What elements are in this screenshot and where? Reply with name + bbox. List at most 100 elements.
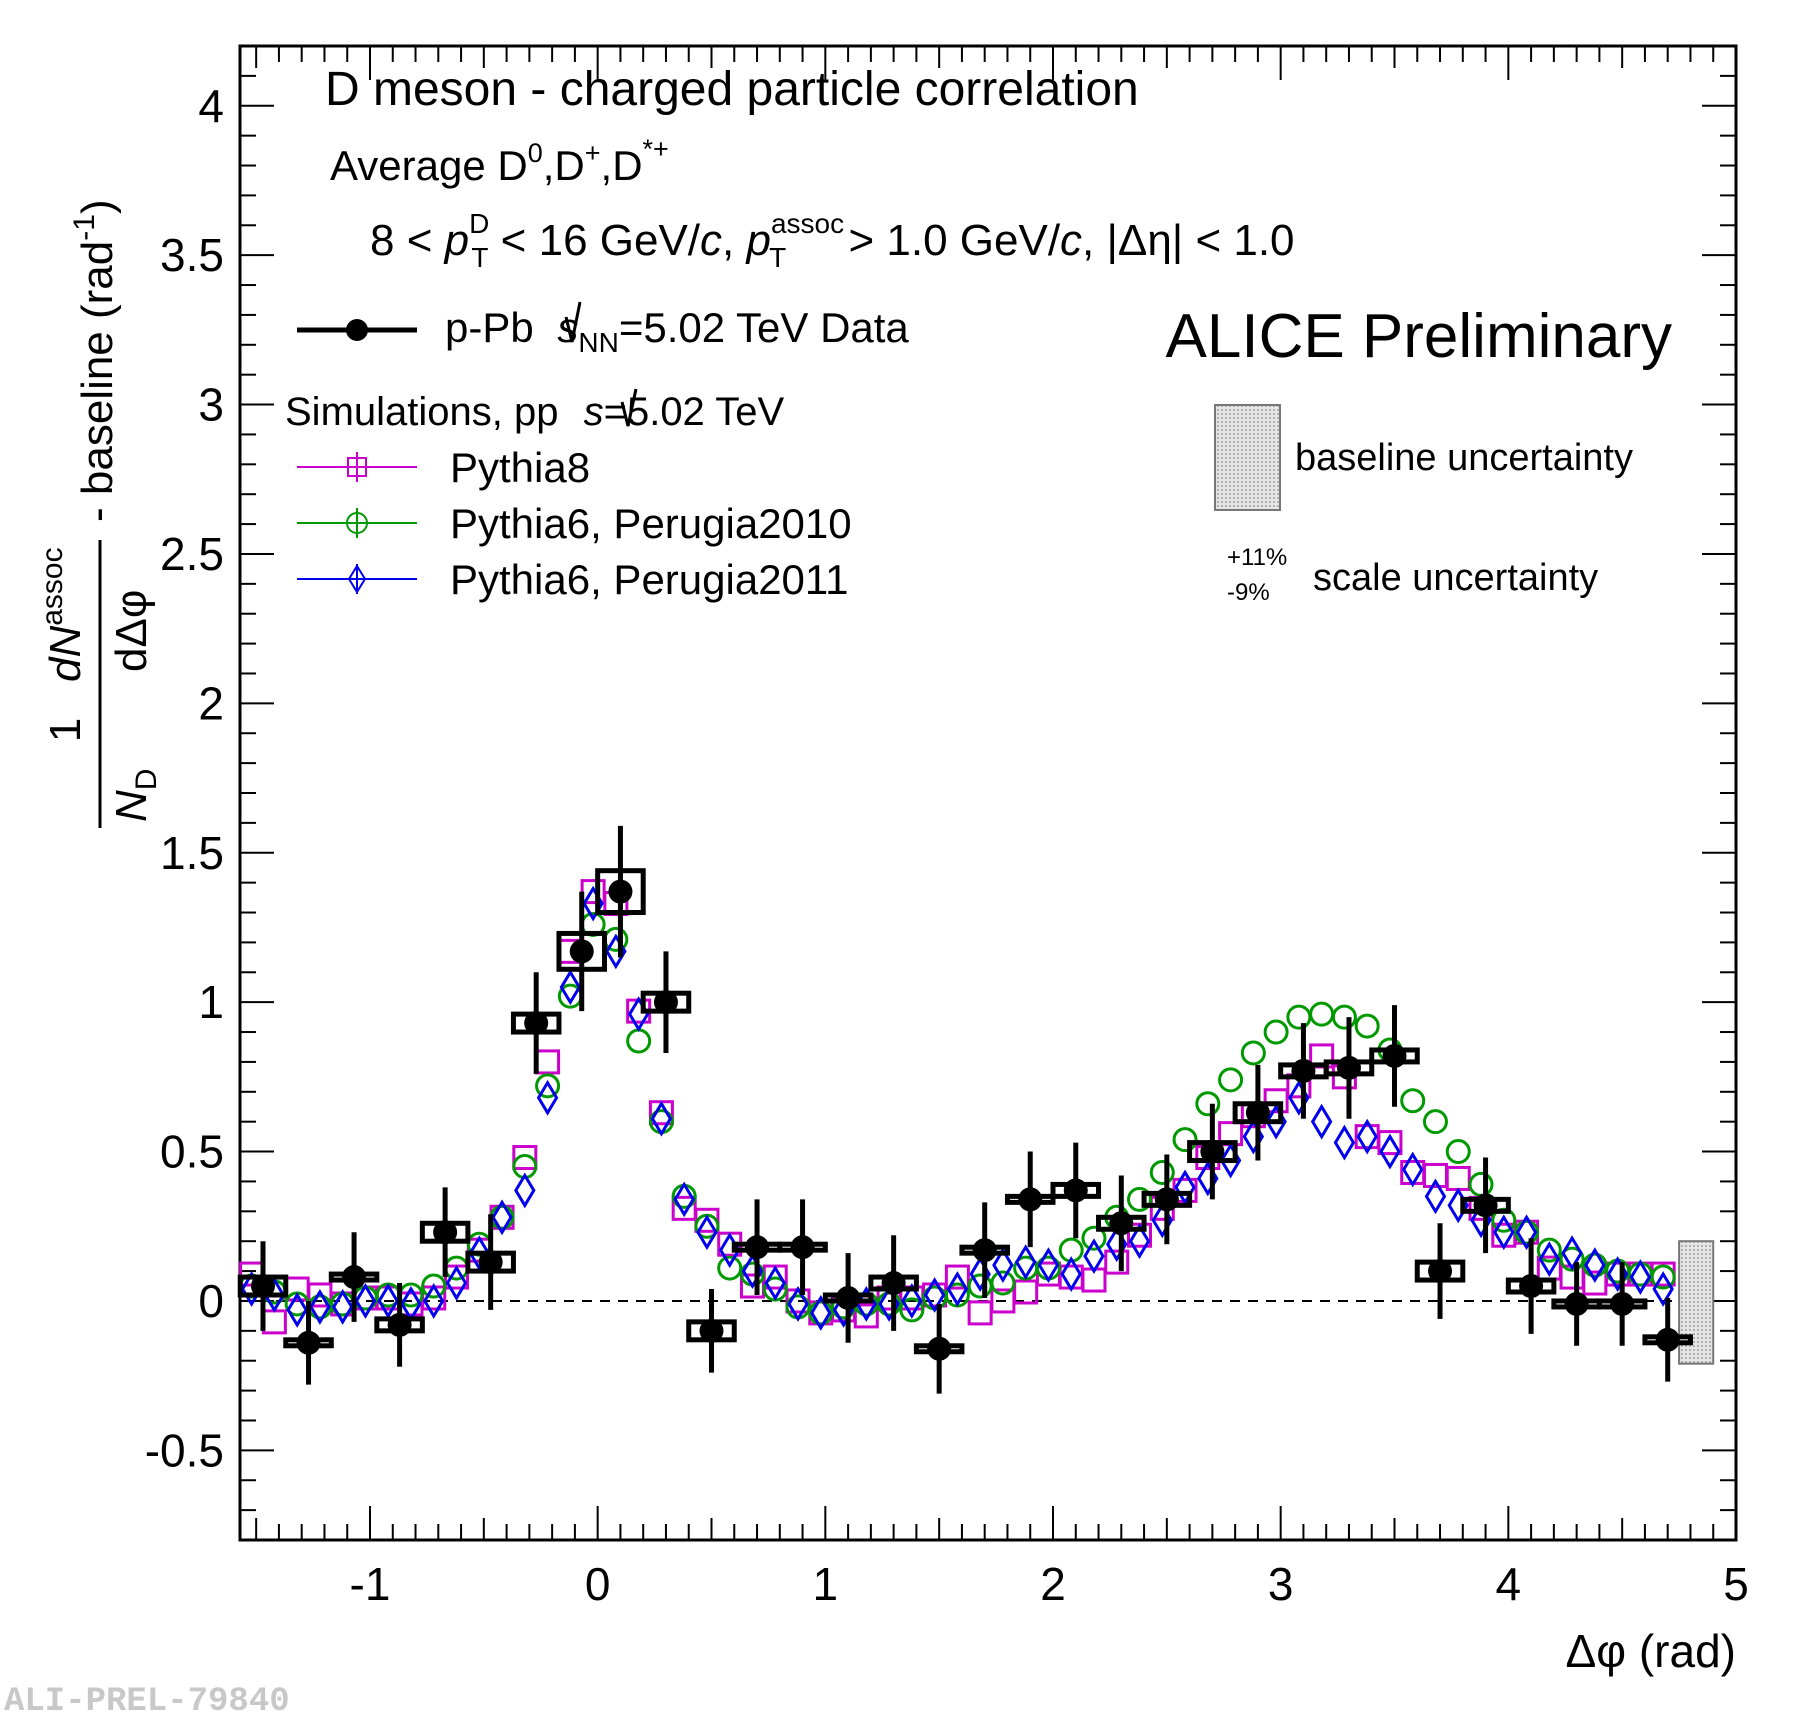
perugia2010-point (1514, 1219, 1540, 1245)
perugia2010-point (899, 1297, 925, 1323)
data-point (1519, 1274, 1544, 1299)
data-point (1291, 1058, 1316, 1083)
data-point (1564, 1291, 1589, 1316)
svg-text:ND: ND (107, 769, 163, 822)
svg-text:- baseline (rad-1): - baseline (rad-1) (68, 199, 122, 522)
plot-frame (238, 44, 1738, 1542)
pythia8-point (1377, 1130, 1403, 1156)
y-tick-label: 2.5 (160, 528, 224, 580)
perugia2011-point (1652, 1271, 1674, 1307)
perugia2011-point (1401, 1151, 1424, 1188)
perugia2011-point (1310, 1103, 1333, 1140)
x-tick-label: -1 (350, 1558, 391, 1610)
legend-perugia2010-marker (346, 512, 368, 534)
chart-title: D meson - charged particle correlation (325, 63, 1139, 116)
x-tick-label: 1 (813, 1558, 839, 1610)
perugia2011-point (787, 1286, 809, 1322)
perugia2011-point (309, 1289, 331, 1325)
pythia8-point (512, 1145, 538, 1171)
pythia8-point (1013, 1279, 1039, 1305)
legend-perugia2011-entry: Pythia6, Perugia2011 (297, 556, 849, 603)
y-tick-label: 0 (198, 1275, 224, 1327)
data-point (1610, 1291, 1635, 1316)
legend-data-nn: NN (578, 327, 618, 358)
data-point (478, 1250, 503, 1275)
legend-pythia8-entry: Pythia8 (297, 444, 590, 491)
data-point (1109, 1211, 1134, 1236)
data-point (1473, 1193, 1498, 1218)
y-tick-label: 1.5 (160, 827, 224, 879)
x-tick-label: 4 (1496, 1558, 1522, 1610)
data-point (699, 1318, 724, 1343)
perugia2011-point (696, 1214, 718, 1251)
perugia2010-point (1400, 1088, 1426, 1114)
perugia2011-point (468, 1235, 491, 1272)
pythia8-point (694, 1207, 720, 1233)
ylabel-baseline: - baseline (rad (73, 241, 122, 522)
scale-uncertainty-up: +11% (1227, 544, 1287, 571)
legend-data-entry: p-Pb sNN=5.02 TeV Data (297, 301, 909, 358)
perugia2011-point (331, 1289, 354, 1325)
baseline-uncertainty-swatch (1214, 404, 1281, 511)
legend: p-Pb sNN=5.02 TeV Data Simulations, pp s… (285, 301, 909, 603)
data-point (1154, 1187, 1179, 1212)
perugia2010-point (1081, 1225, 1107, 1251)
perugia2010-point (1127, 1186, 1153, 1212)
perugia2011-point (354, 1283, 377, 1319)
perugia2011-point (1629, 1259, 1652, 1295)
perugia2010-point (1422, 1109, 1448, 1135)
perugia2011-point (810, 1294, 832, 1331)
data-point (1018, 1187, 1043, 1212)
perugia2010-point (1172, 1127, 1198, 1153)
perugia2011-point (1083, 1238, 1105, 1275)
data-point (433, 1220, 458, 1245)
axes: -1 0 1 2 3 4 5 -0.5 0 0.5 1 1.5 2 2.5 3 3.5 4 (145, 44, 1749, 1610)
scale-uncertainty-label: scale uncertainty (1313, 557, 1598, 599)
legend-sim-sqrt-icon (620, 388, 638, 427)
baseline-uncertainty-band (1678, 1240, 1715, 1365)
legend-data-marker (346, 319, 368, 341)
legend-sim-header: Simulations, pp s=5.02 TeV (285, 390, 784, 434)
perugia2010-point (808, 1300, 834, 1326)
baseline-uncertainty-band-layer (1678, 1240, 1715, 1365)
legend-perugia2011-marker (347, 564, 367, 594)
ylabel-assoc: assoc (36, 547, 69, 625)
perugia2010-point (1650, 1264, 1676, 1290)
perugia2010-point (1582, 1252, 1608, 1278)
experiment-label: ALICE Preliminary (1166, 302, 1672, 371)
perugia2010-point (1286, 1004, 1312, 1030)
ylabel-N: N (107, 790, 156, 822)
y-tick-label: 3.5 (160, 229, 224, 281)
perugia2010-point (626, 1028, 652, 1054)
ylabel-one: 1 (41, 718, 90, 742)
x-tick-label: 3 (1268, 1558, 1294, 1610)
pythia8-point (853, 1303, 879, 1329)
perugia2011-point (1174, 1169, 1196, 1206)
y-tick-label: 1 (198, 976, 224, 1028)
perugia2011-point (1060, 1256, 1082, 1292)
data-point (296, 1330, 321, 1355)
watermark: ALI-PREL-79840 (4, 1683, 290, 1717)
perugia2011-point (1561, 1235, 1583, 1272)
data-point (972, 1238, 997, 1263)
y-tick-label: -0.5 (145, 1424, 224, 1476)
data-point (387, 1312, 412, 1337)
data-point (608, 879, 633, 904)
svg-text:dNassoc: dNassoc (36, 547, 90, 682)
x-tick-label: 5 (1723, 1558, 1749, 1610)
data-point (653, 990, 678, 1015)
data-point (250, 1274, 275, 1299)
data-point (1245, 1100, 1270, 1125)
perugia2011-point (1379, 1133, 1401, 1170)
perugia2010-point (1218, 1067, 1244, 1093)
perugia2010-point (421, 1273, 447, 1299)
data-point (1336, 1055, 1361, 1080)
legend-perugia2010-label: Pythia6, Perugia2010 (450, 500, 852, 547)
perugia2010-point (717, 1255, 743, 1281)
pythia8-point (261, 1309, 287, 1335)
x-tick-label: 0 (585, 1558, 611, 1610)
perugia2011-point (491, 1199, 513, 1236)
pythia8-point (967, 1300, 993, 1326)
perugia2011-point (1515, 1214, 1538, 1251)
pythia8-series (239, 879, 1676, 1335)
